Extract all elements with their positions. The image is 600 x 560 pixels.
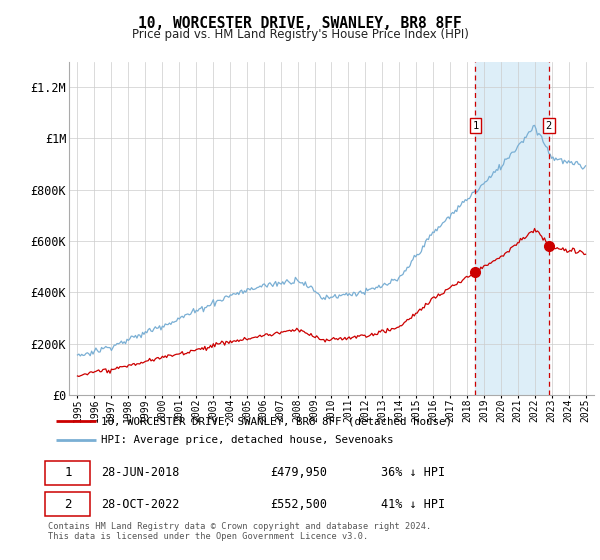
- Text: 36% ↓ HPI: 36% ↓ HPI: [380, 466, 445, 479]
- Text: HPI: Average price, detached house, Sevenoaks: HPI: Average price, detached house, Seve…: [101, 435, 394, 445]
- FancyBboxPatch shape: [46, 492, 90, 516]
- Text: 41% ↓ HPI: 41% ↓ HPI: [380, 498, 445, 511]
- Text: 10, WORCESTER DRIVE, SWANLEY, BR8 8FF (detached house): 10, WORCESTER DRIVE, SWANLEY, BR8 8FF (d…: [101, 417, 452, 426]
- Text: 1: 1: [64, 466, 72, 479]
- Text: 10, WORCESTER DRIVE, SWANLEY, BR8 8FF: 10, WORCESTER DRIVE, SWANLEY, BR8 8FF: [138, 16, 462, 31]
- Text: Price paid vs. HM Land Registry's House Price Index (HPI): Price paid vs. HM Land Registry's House …: [131, 28, 469, 41]
- Text: 2: 2: [64, 498, 72, 511]
- Text: 1: 1: [472, 120, 479, 130]
- Text: £479,950: £479,950: [270, 466, 327, 479]
- FancyBboxPatch shape: [46, 461, 90, 485]
- Bar: [475, 62, 549, 395]
- Text: 28-JUN-2018: 28-JUN-2018: [101, 466, 179, 479]
- Text: £552,500: £552,500: [270, 498, 327, 511]
- Text: 28-OCT-2022: 28-OCT-2022: [101, 498, 179, 511]
- Text: 2: 2: [545, 120, 552, 130]
- Text: Contains HM Land Registry data © Crown copyright and database right 2024.
This d: Contains HM Land Registry data © Crown c…: [48, 522, 431, 542]
